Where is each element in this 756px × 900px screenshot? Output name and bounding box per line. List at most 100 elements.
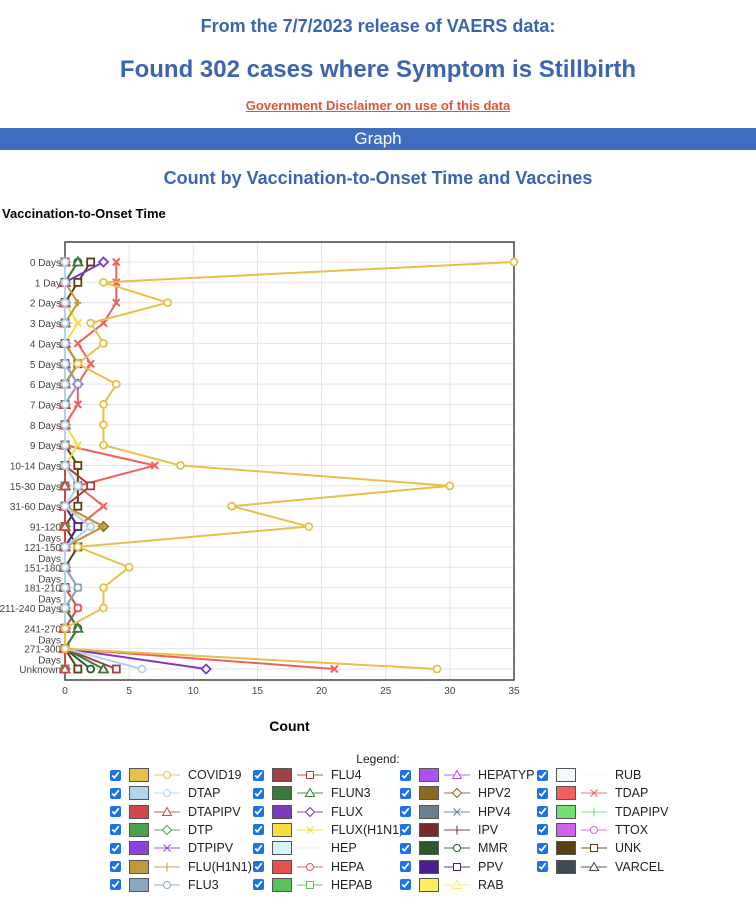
legend-item[interactable]: HPV2: [400, 785, 511, 801]
legend-checkbox-hpv2[interactable]: [400, 787, 411, 799]
x-tick-label: 5: [126, 686, 132, 697]
legend-item[interactable]: RAB: [400, 877, 504, 893]
legend-checkbox-hepab[interactable]: [253, 879, 264, 891]
legend-marker-icon: [581, 825, 607, 834]
legend-label: DTPIPV: [188, 841, 234, 856]
legend-item[interactable]: VARCEL: [537, 859, 664, 875]
y-tick-label: Unknown: [19, 665, 61, 676]
legend-item[interactable]: TTOX: [537, 822, 648, 838]
legend-item[interactable]: FLUN3: [253, 785, 371, 801]
legend-label: PPV: [478, 859, 504, 874]
legend-checkbox-fluh1n1[interactable]: [110, 861, 121, 872]
disclaimer-link[interactable]: Government Disclaimer on use of this dat…: [245, 98, 511, 113]
legend-checkbox-dtap[interactable]: [110, 787, 121, 799]
data-point-dtapipv: [58, 662, 72, 674]
data-point-dtap: [60, 257, 70, 267]
legend-checkbox-unk[interactable]: [537, 842, 548, 854]
legend-label: RUB: [615, 768, 642, 782]
legend-item[interactable]: DTPIPV: [110, 840, 233, 856]
legend-checkbox-hpv4[interactable]: [400, 806, 411, 818]
legend-checkbox-hepatyp[interactable]: [400, 769, 411, 781]
legend-item[interactable]: MMR: [400, 840, 508, 856]
data-point-dtapipv: [58, 479, 72, 491]
legend-item[interactable]: DTP: [110, 822, 213, 838]
legend-item[interactable]: HEP: [253, 840, 357, 856]
legend-checkbox-rab[interactable]: [400, 879, 411, 891]
legend-item[interactable]: COVID19: [110, 767, 242, 783]
legend-marker-icon: [444, 844, 470, 853]
legend-item[interactable]: HEPA: [253, 859, 364, 875]
legend-checkbox-flu3[interactable]: [110, 879, 121, 891]
legend-item[interactable]: DTAPIPV: [110, 804, 241, 820]
legend-swatch: [129, 859, 149, 874]
data-point-tdap: [330, 664, 339, 674]
legend-item[interactable]: FLUX(H1N1): [253, 822, 403, 838]
legend-checkbox-covid19[interactable]: [110, 769, 121, 781]
legend-item[interactable]: FLU3: [110, 877, 219, 893]
data-point-unk: [86, 257, 96, 267]
legend-checkbox-ppv[interactable]: [400, 861, 411, 872]
legend-checkbox-dtpipv[interactable]: [110, 842, 121, 854]
legend-checkbox-tdapipv[interactable]: [537, 806, 548, 818]
legend-checkbox-ipv[interactable]: [400, 824, 411, 836]
data-point-covid19: [111, 379, 121, 389]
y-tick-label: 181-210: [24, 584, 61, 595]
legend-item[interactable]: HPV4: [400, 804, 511, 820]
legend-checkbox-dtapipv[interactable]: [110, 806, 121, 818]
legend-swatch: [129, 822, 149, 837]
legend-checkbox-fluxh1n1[interactable]: [253, 824, 264, 836]
legend-label: DTP: [188, 822, 213, 837]
legend-item[interactable]: IPV: [400, 822, 498, 838]
legend-marker-icon: [581, 860, 607, 871]
legend-item[interactable]: HEPAB: [253, 877, 372, 893]
data-point-tdap: [99, 501, 108, 511]
data-point-flu4: [86, 481, 96, 491]
legend-marker-icon: [154, 806, 180, 816]
legend-item[interactable]: FLUX: [253, 804, 363, 820]
legend-item[interactable]: DTAP: [110, 785, 220, 801]
x-tick-label: 30: [444, 686, 456, 697]
legend-label: TTOX: [615, 822, 649, 837]
legend-checkbox-tdap[interactable]: [537, 787, 548, 799]
data-point-dtapipv: [58, 520, 72, 531]
legend-checkbox-dtp[interactable]: [110, 824, 121, 836]
legend-item[interactable]: FLU4: [253, 767, 362, 783]
legend-label: UNK: [615, 841, 642, 856]
data-point-flux(h1n1): [73, 440, 83, 450]
data-point-ppv: [73, 522, 83, 531]
legend-item[interactable]: RUB: [537, 767, 641, 783]
y-tick-label: Days: [38, 574, 61, 585]
legend-checkbox-flux[interactable]: [253, 806, 264, 818]
legend-marker-icon: [154, 844, 180, 853]
legend-item[interactable]: TDAPIPV: [537, 804, 669, 820]
legend-swatch: [419, 786, 439, 801]
legend-item[interactable]: HEPATYP: [400, 767, 535, 783]
data-point-flun3: [71, 621, 84, 633]
legend-item[interactable]: UNK: [537, 840, 641, 856]
legend-item[interactable]: FLU(H1N1): [110, 859, 252, 875]
legend-swatch: [272, 768, 292, 782]
legend-checkbox-hep[interactable]: [253, 842, 264, 854]
legend-checkbox-varcel[interactable]: [537, 861, 548, 872]
legend-checkbox-ttox[interactable]: [537, 824, 548, 836]
legend-item[interactable]: PPV: [400, 859, 503, 875]
legend-checkbox-mmr[interactable]: [400, 842, 411, 854]
legend-marker-icon: [297, 826, 323, 834]
legend-marker-icon: [297, 880, 323, 889]
data-point-covid19: [60, 644, 70, 654]
legend-swatch: [272, 822, 292, 837]
legend-swatch: [272, 786, 292, 801]
legend-checkbox-rub[interactable]: [537, 769, 548, 781]
y-tick-label: 7 Days: [30, 400, 61, 411]
data-point-covid19: [86, 318, 96, 328]
y-tick-label: 241-270: [24, 624, 61, 635]
legend-checkbox-hepa[interactable]: [253, 861, 264, 872]
legend-item[interactable]: TDAP: [537, 785, 648, 801]
data-point-unk: [73, 277, 83, 287]
legend-swatch: [272, 877, 292, 892]
legend-checkbox-flun3[interactable]: [253, 787, 264, 799]
legend-label: FLU3: [188, 877, 219, 892]
legend-swatch: [419, 859, 439, 874]
data-point-covid19: [124, 562, 134, 572]
legend-checkbox-flu4[interactable]: [253, 769, 264, 781]
